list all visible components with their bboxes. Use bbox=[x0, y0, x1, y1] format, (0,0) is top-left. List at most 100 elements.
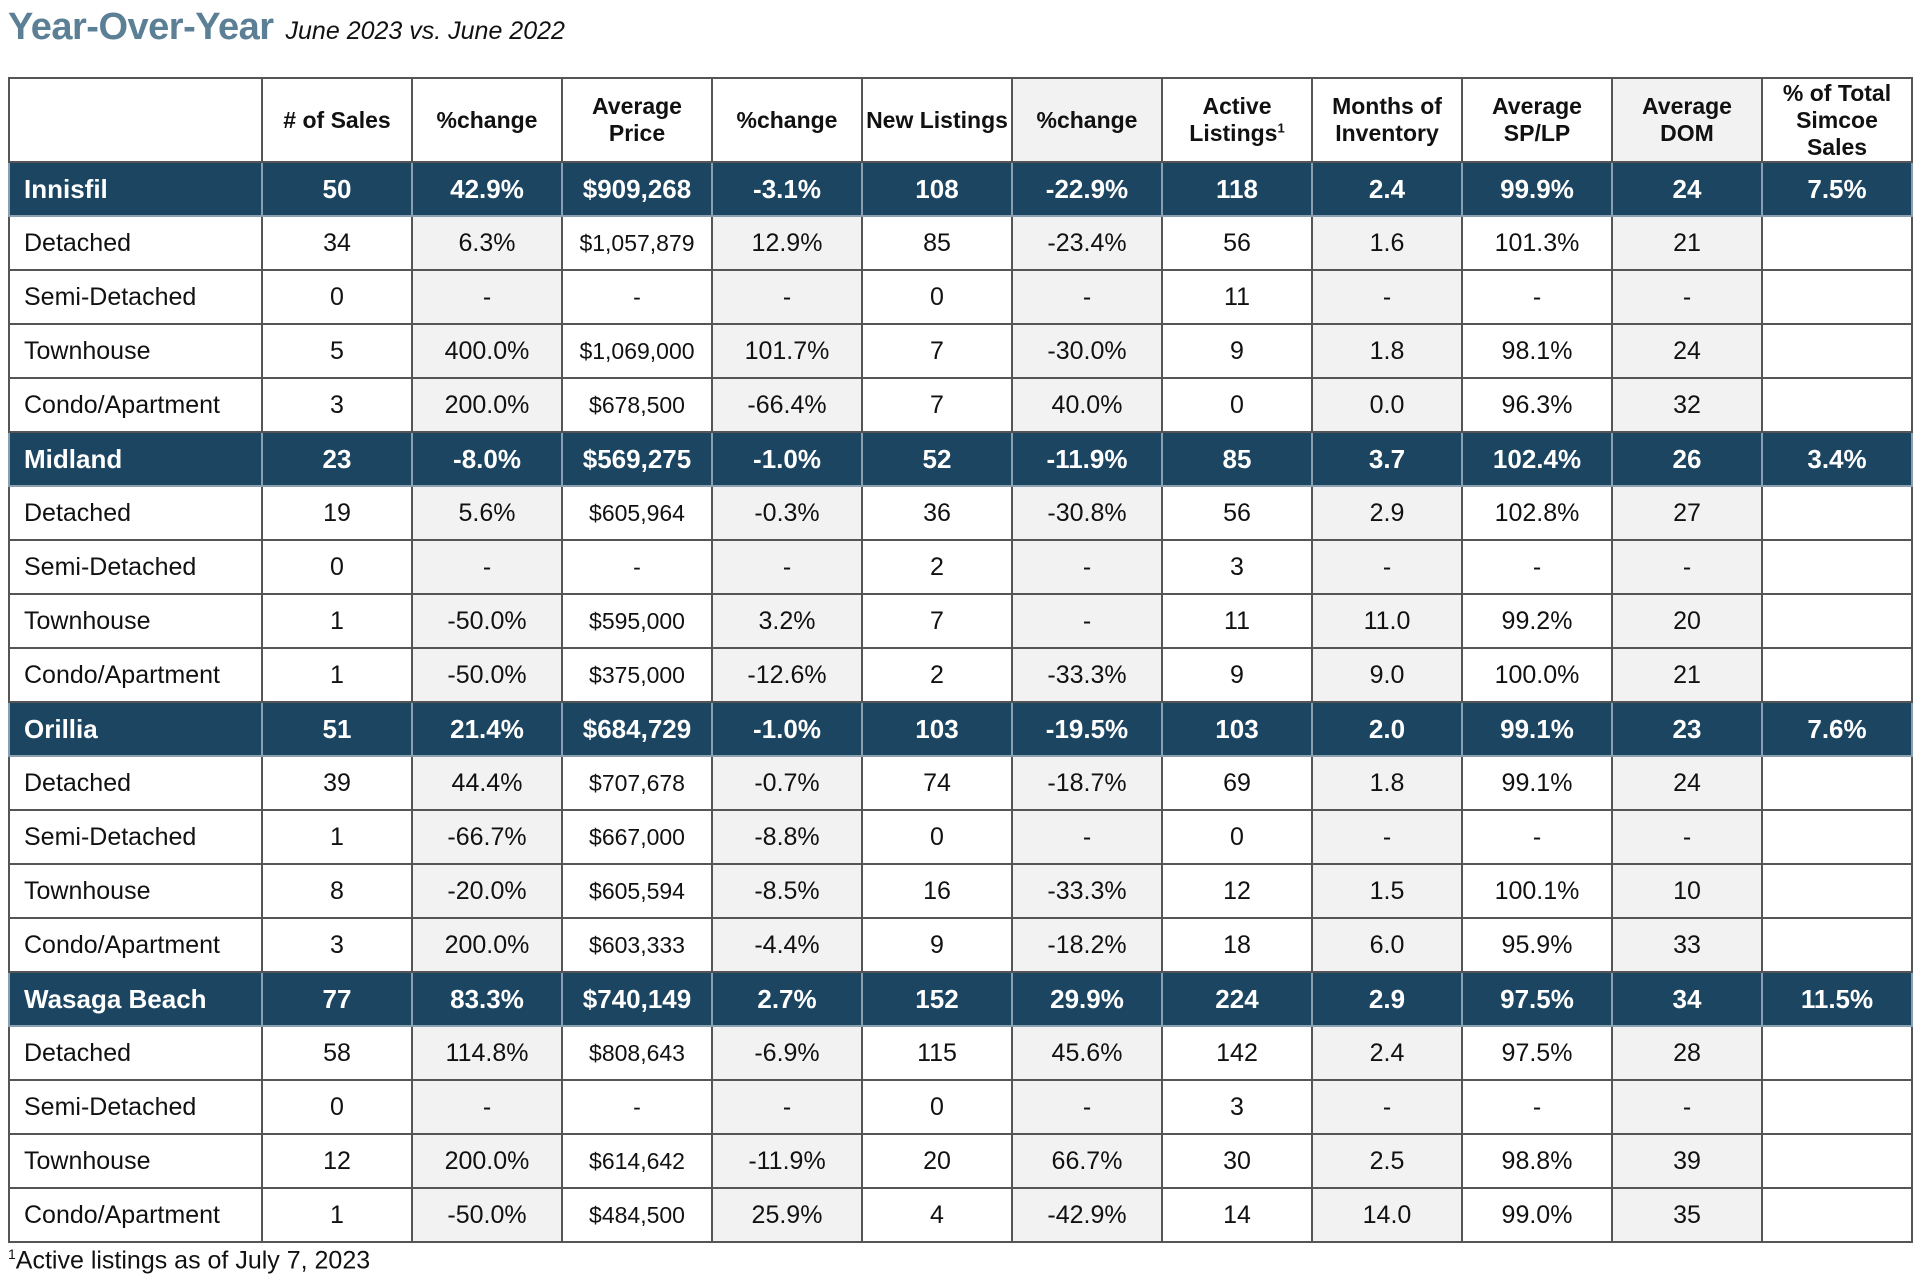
row-name-cell: Townhouse bbox=[8, 593, 263, 649]
price-change-cell: -6.9% bbox=[711, 1025, 863, 1081]
region-average-dom-cell: 26 bbox=[1611, 431, 1763, 487]
region-new-listings-cell: 52 bbox=[861, 431, 1013, 487]
property-type-row: Condo/Apartment 3 200.0% $603,333 -4.4% 9 -18.… bbox=[8, 917, 1913, 973]
average-dom-cell: 20 bbox=[1611, 593, 1763, 649]
footnote: 1Active listings as of July 7, 2023 bbox=[8, 1246, 370, 1275]
new-listings-change-cell: - bbox=[1011, 809, 1163, 865]
average-dom-cell: 21 bbox=[1611, 215, 1763, 271]
new-listings-change-cell: 45.6% bbox=[1011, 1025, 1163, 1081]
sales-count-cell: 0 bbox=[261, 539, 413, 595]
average-dom-cell: 28 bbox=[1611, 1025, 1763, 1081]
property-type-row: Condo/Apartment 3 200.0% $678,500 -66.4% 7 40.… bbox=[8, 377, 1913, 433]
region-months-of-inventory-cell: 2.4 bbox=[1311, 161, 1463, 217]
average-splp-cell: 98.1% bbox=[1461, 323, 1613, 379]
sales-change-cell: -50.0% bbox=[411, 647, 563, 703]
average-price-cell: $667,000 bbox=[561, 809, 713, 865]
sales-change-cell: - bbox=[411, 1079, 563, 1135]
yoy-table: # of Sales %change Average Price %change… bbox=[8, 77, 1913, 1243]
region-row: Innisfil 50 42.9% $909,268 -3.1% 108 -22.9% 118… bbox=[8, 161, 1913, 217]
average-dom-cell: 24 bbox=[1611, 323, 1763, 379]
price-change-cell: 3.2% bbox=[711, 593, 863, 649]
average-splp-cell: 96.3% bbox=[1461, 377, 1613, 433]
total-share-cell bbox=[1761, 917, 1913, 973]
column-header-average-dom: Average DOM bbox=[1611, 77, 1763, 163]
months-of-inventory-cell: 1.5 bbox=[1311, 863, 1463, 919]
price-change-cell: 25.9% bbox=[711, 1187, 863, 1243]
region-row: Midland 23 -8.0% $569,275 -1.0% 52 -11.9% 85 3.7… bbox=[8, 431, 1913, 487]
row-name-cell: Townhouse bbox=[8, 863, 263, 919]
average-price-cell: $603,333 bbox=[561, 917, 713, 973]
average-price-cell: $614,642 bbox=[561, 1133, 713, 1189]
property-type-row: Semi-Detached 0- - -2-3- - - bbox=[8, 539, 1913, 595]
sales-count-cell: 1 bbox=[261, 647, 413, 703]
average-price-cell: $484,500 bbox=[561, 1187, 713, 1243]
column-header-months-of-inventory: Months of Inventory bbox=[1311, 77, 1463, 163]
price-change-cell: - bbox=[711, 269, 863, 325]
sales-count-cell: 5 bbox=[261, 323, 413, 379]
property-type-row: Semi-Detached 1 -66.7% $667,000 -8.8% 0-0- - - bbox=[8, 809, 1913, 865]
new-listings-change-cell: - bbox=[1011, 593, 1163, 649]
property-type-row: Condo/Apartment 1 -50.0% $375,000 -12.6% 2 -33… bbox=[8, 647, 1913, 703]
region-total-share-cell: 7.5% bbox=[1761, 161, 1913, 217]
region-new-listings-change-cell: -19.5% bbox=[1011, 701, 1163, 757]
sales-change-cell: 114.8% bbox=[411, 1025, 563, 1081]
region-average-price-cell: $909,268 bbox=[561, 161, 713, 217]
footnote-marker: 1 bbox=[8, 1246, 16, 1262]
months-of-inventory-cell: - bbox=[1311, 539, 1463, 595]
row-name-cell: Semi-Detached bbox=[8, 269, 263, 325]
region-price-change-cell: 2.7% bbox=[711, 971, 863, 1027]
sales-change-cell: 200.0% bbox=[411, 917, 563, 973]
price-change-cell: -12.6% bbox=[711, 647, 863, 703]
region-sales-change-cell: 83.3% bbox=[411, 971, 563, 1027]
average-dom-cell: 35 bbox=[1611, 1187, 1763, 1243]
column-header-sales-change: %change bbox=[411, 77, 563, 163]
average-dom-cell: - bbox=[1611, 539, 1763, 595]
months-of-inventory-cell: 0.0 bbox=[1311, 377, 1463, 433]
average-splp-cell: 95.9% bbox=[1461, 917, 1613, 973]
region-average-splp-cell: 99.1% bbox=[1461, 701, 1613, 757]
region-sales-change-cell: 42.9% bbox=[411, 161, 563, 217]
row-name-cell: Condo/Apartment bbox=[8, 917, 263, 973]
footnote-text: Active listings as of July 7, 2023 bbox=[15, 1246, 371, 1275]
active-listings-cell: 18 bbox=[1161, 917, 1313, 973]
region-row-name-cell: Innisfil bbox=[8, 161, 263, 217]
region-total-share-cell: 3.4% bbox=[1761, 431, 1913, 487]
sales-count-cell: 1 bbox=[261, 593, 413, 649]
property-type-row: Detached 58 114.8% $808,643 -6.9% 115 45.6% 142… bbox=[8, 1025, 1913, 1081]
average-dom-cell: 27 bbox=[1611, 485, 1763, 541]
region-row: Orillia 51 21.4% $684,729 -1.0% 103 -19.5% 103 2… bbox=[8, 701, 1913, 757]
average-splp-cell: 102.8% bbox=[1461, 485, 1613, 541]
page-title: Year-Over-Year bbox=[8, 6, 274, 48]
region-total-share-cell: 7.6% bbox=[1761, 701, 1913, 757]
total-share-cell bbox=[1761, 593, 1913, 649]
new-listings-change-cell: 40.0% bbox=[1011, 377, 1163, 433]
region-sales-count-cell: 51 bbox=[261, 701, 413, 757]
average-price-cell: $595,000 bbox=[561, 593, 713, 649]
row-name-cell: Semi-Detached bbox=[8, 809, 263, 865]
months-of-inventory-cell: 6.0 bbox=[1311, 917, 1463, 973]
region-average-splp-cell: 99.9% bbox=[1461, 161, 1613, 217]
price-change-cell: -11.9% bbox=[711, 1133, 863, 1189]
region-sales-count-cell: 23 bbox=[261, 431, 413, 487]
total-share-cell bbox=[1761, 1187, 1913, 1243]
region-row: Wasaga Beach 77 83.3% $740,149 2.7% 152 29.9% 2… bbox=[8, 971, 1913, 1027]
new-listings-cell: 4 bbox=[861, 1187, 1013, 1243]
region-sales-count-cell: 77 bbox=[261, 971, 413, 1027]
page-header: Year-Over-Year June 2023 vs. June 2022 bbox=[8, 6, 565, 56]
row-name-cell: Detached bbox=[8, 485, 263, 541]
active-listings-cell: 30 bbox=[1161, 1133, 1313, 1189]
region-price-change-cell: -3.1% bbox=[711, 161, 863, 217]
column-header-total-share: % of Total Simcoe Sales bbox=[1761, 77, 1913, 163]
price-change-cell: -8.8% bbox=[711, 809, 863, 865]
active-listings-cell: 56 bbox=[1161, 485, 1313, 541]
column-header-name bbox=[8, 77, 263, 163]
new-listings-change-cell: -42.9% bbox=[1011, 1187, 1163, 1243]
region-price-change-cell: -1.0% bbox=[711, 431, 863, 487]
property-type-row: Townhouse 12 200.0% $614,642 -11.9% 20 66.7% 30… bbox=[8, 1133, 1913, 1189]
new-listings-cell: 115 bbox=[861, 1025, 1013, 1081]
region-total-share-cell: 11.5% bbox=[1761, 971, 1913, 1027]
region-row-name-cell: Wasaga Beach bbox=[8, 971, 263, 1027]
total-share-cell bbox=[1761, 647, 1913, 703]
new-listings-change-cell: -30.0% bbox=[1011, 323, 1163, 379]
sales-change-cell: 5.6% bbox=[411, 485, 563, 541]
